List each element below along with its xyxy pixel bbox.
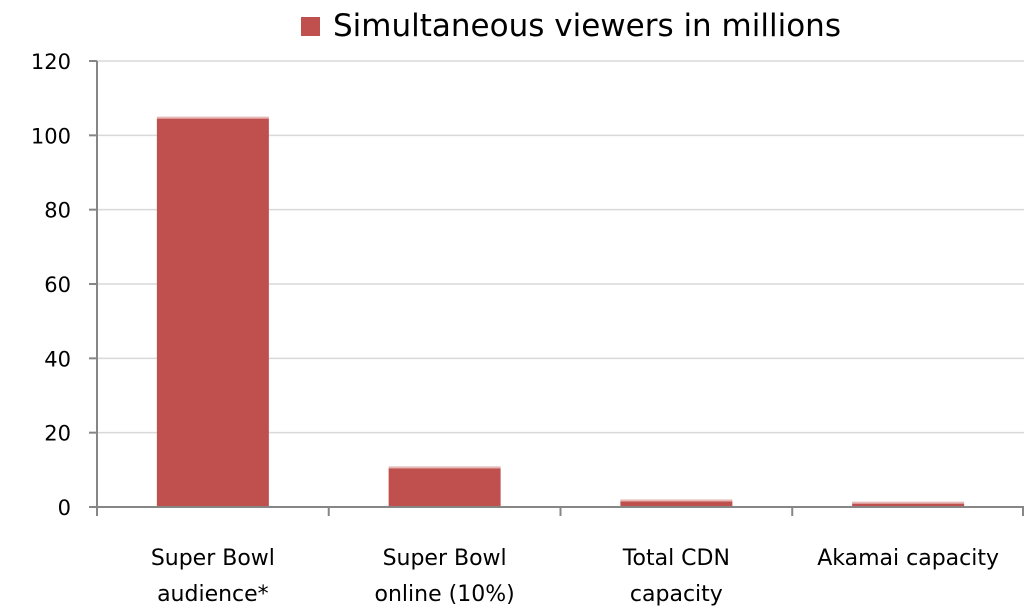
axes xyxy=(89,60,1024,516)
x-category-label: capacity xyxy=(630,582,723,607)
bar xyxy=(852,503,965,507)
y-tick-label: 20 xyxy=(44,422,71,446)
x-category-label: Super Bowl xyxy=(151,546,275,571)
bar-highlight xyxy=(156,116,269,119)
bar-highlight xyxy=(388,466,501,469)
y-tick-label: 60 xyxy=(44,273,71,297)
bars xyxy=(156,116,965,507)
legend-swatch xyxy=(301,16,320,36)
y-tick-label: 100 xyxy=(31,124,71,148)
bar-highlight xyxy=(620,499,733,502)
chart-legend: Simultaneous viewers in millions xyxy=(301,4,841,48)
bar xyxy=(620,501,733,507)
y-tick-label: 120 xyxy=(31,50,71,74)
y-tick-label: 40 xyxy=(44,347,71,371)
x-category-label: Akamai capacity xyxy=(817,546,999,571)
x-category-label: online (10%) xyxy=(375,582,515,607)
x-category-label: Total CDN xyxy=(622,546,730,571)
x-category-label: Super Bowl xyxy=(383,546,507,571)
y-tick-label: 0 xyxy=(58,496,71,520)
bar-highlight xyxy=(852,501,965,504)
x-category-label: audience* xyxy=(157,582,269,607)
bar xyxy=(388,468,501,507)
y-tick-label: 80 xyxy=(44,199,71,223)
bar xyxy=(156,118,269,507)
axis-labels: 0 20 40 60 80 100 120 Super Bowl audience* Super … xyxy=(31,50,999,607)
legend-label: Simultaneous viewers in millions xyxy=(333,8,841,44)
